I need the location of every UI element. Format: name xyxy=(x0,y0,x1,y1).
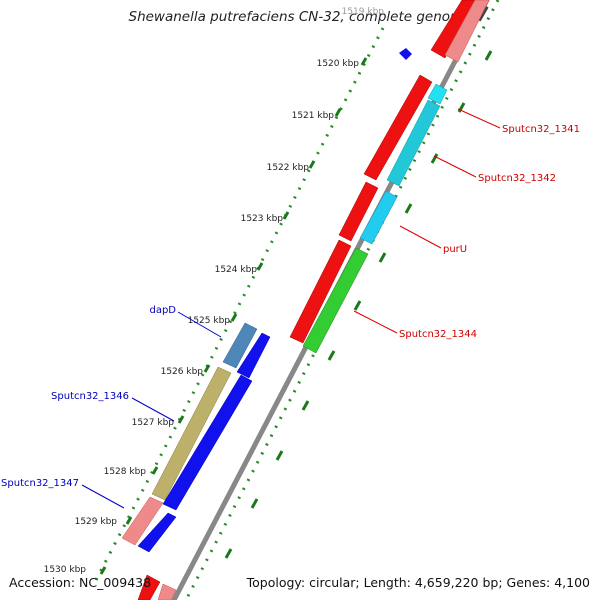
gene-sputcn32-1341[interactable] xyxy=(363,74,433,181)
tick-label: 1523 kbp xyxy=(241,214,284,224)
label-sputcn32-1346[interactable]: Sputcn32_1346 xyxy=(51,391,129,402)
gene-blue-1525[interactable] xyxy=(236,332,271,379)
inner-tick-marks xyxy=(99,57,368,575)
label-sputcn32-1347[interactable]: Sputcn32_1347 xyxy=(1,478,79,489)
gene-top-red[interactable] xyxy=(430,0,477,59)
tick-label: 1524 kbp xyxy=(215,265,258,275)
gene-sputcn32-1346[interactable] xyxy=(151,366,232,501)
gene-blue-1526[interactable] xyxy=(162,374,253,511)
gene-red-1522[interactable] xyxy=(338,181,379,242)
label-dapd[interactable]: dapD xyxy=(149,305,176,316)
forward-strand-genes xyxy=(137,0,490,600)
gene-top-pink[interactable] xyxy=(444,0,490,63)
small-blue-gene-marker[interactable] xyxy=(399,48,412,60)
gene-sputcn32-1342[interactable] xyxy=(386,99,441,187)
gene-sputcn32-1344[interactable] xyxy=(302,247,369,354)
topology-text: Topology: circular; Length: 4,659,220 bp… xyxy=(246,575,590,590)
map-title: Shewanella putrefaciens CN-32, complete … xyxy=(128,9,472,25)
tick-label: 1528 kbp xyxy=(104,467,147,477)
label-sputcn32-1342[interactable]: Sputcn32_1342 xyxy=(478,173,556,184)
gene-bottom-red[interactable] xyxy=(137,574,161,600)
accession-text: Accession: NC_009438 xyxy=(9,575,152,590)
gene-puru[interactable] xyxy=(359,190,398,245)
tick-label: 1527 kbp xyxy=(132,418,175,428)
gene-bottom-pink[interactable] xyxy=(157,583,177,600)
gene-labels: Sputcn32_1341 Sputcn32_1342 purU Sputcn3… xyxy=(1,124,580,489)
label-sputcn32-1344[interactable]: Sputcn32_1344 xyxy=(399,329,477,340)
label-leader-lines xyxy=(81,108,501,509)
kbp-tick-labels: 1519 kbp 1520 kbp 1521 kbp 1522 kbp 1523… xyxy=(44,7,385,575)
gene-sputcn32-1341-cyan[interactable] xyxy=(427,83,448,105)
tick-label: 1521 kbp xyxy=(292,111,335,121)
gene-red-1524[interactable] xyxy=(289,239,352,344)
label-puru[interactable]: purU xyxy=(443,244,467,255)
gene-dapd[interactable] xyxy=(222,322,258,369)
tick-label: 1519 kbp xyxy=(342,7,385,17)
tick-label: 1520 kbp xyxy=(317,59,360,69)
inner-dotted-track xyxy=(93,27,385,583)
tick-label: 1529 kbp xyxy=(75,517,118,527)
gene-sputcn32-1347[interactable] xyxy=(121,496,164,546)
gene-blue-1529[interactable] xyxy=(137,512,177,553)
tick-label: 1530 kbp xyxy=(44,565,87,575)
tick-label: 1522 kbp xyxy=(267,163,310,173)
tick-label: 1525 kbp xyxy=(188,316,231,326)
tick-label: 1526 kbp xyxy=(161,367,204,377)
outer-tick-marks xyxy=(224,50,493,559)
label-sputcn32-1341[interactable]: Sputcn32_1341 xyxy=(502,124,580,135)
reverse-strand-genes xyxy=(121,322,271,553)
